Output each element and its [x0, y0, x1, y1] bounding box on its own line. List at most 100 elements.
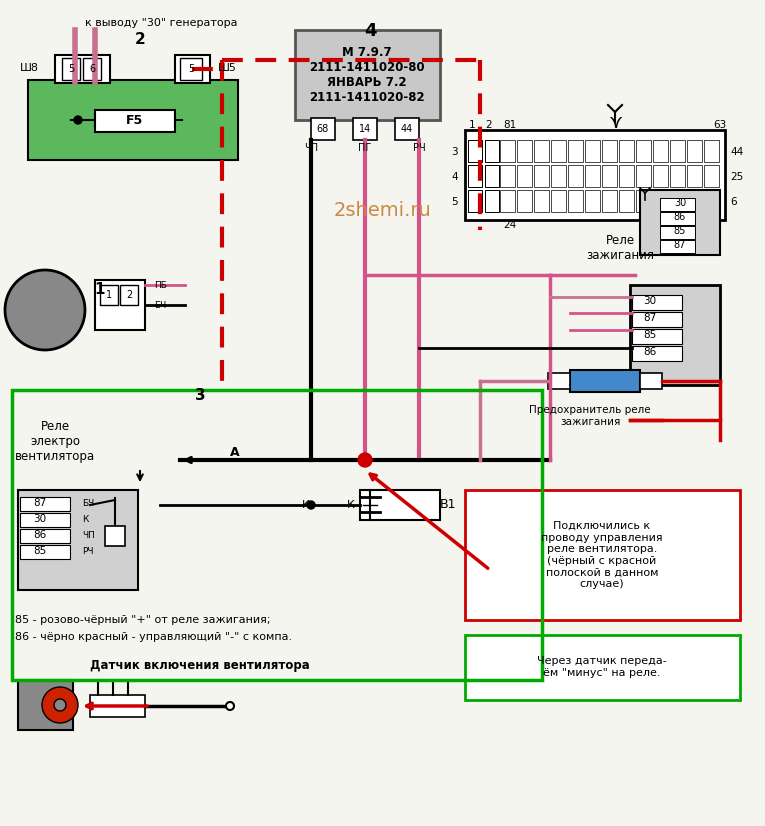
Text: 85: 85	[674, 226, 686, 236]
Text: Реле
зажигания: Реле зажигания	[586, 234, 654, 262]
Text: Ш5: Ш5	[218, 63, 237, 73]
Bar	[311, 118, 335, 140]
Bar	[20, 497, 70, 511]
Text: 68: 68	[317, 124, 329, 134]
Circle shape	[5, 270, 85, 350]
Bar	[636, 140, 651, 162]
Text: 6: 6	[89, 64, 95, 74]
Bar	[619, 190, 634, 212]
Bar	[636, 190, 651, 212]
Bar	[517, 140, 532, 162]
Bar	[619, 140, 634, 162]
Bar	[568, 190, 583, 212]
Bar	[517, 190, 532, 212]
Bar	[551, 140, 566, 162]
Bar	[20, 529, 70, 543]
Bar	[687, 190, 702, 212]
Text: РЧ: РЧ	[82, 547, 93, 556]
Circle shape	[307, 501, 315, 509]
Text: 30: 30	[674, 198, 686, 208]
Text: 87: 87	[674, 240, 686, 250]
Bar	[670, 140, 685, 162]
Text: ПГ: ПГ	[358, 143, 372, 153]
Text: 85: 85	[643, 330, 656, 340]
Bar	[517, 165, 532, 187]
Bar	[534, 165, 549, 187]
Text: 6: 6	[730, 197, 737, 207]
Text: 63: 63	[714, 120, 727, 130]
Bar	[485, 190, 499, 212]
Text: 24: 24	[503, 220, 516, 230]
Text: 2: 2	[126, 290, 132, 300]
Text: 5: 5	[68, 64, 74, 74]
Text: 5: 5	[188, 64, 194, 74]
Bar	[602, 165, 617, 187]
Text: 2: 2	[135, 32, 145, 48]
Bar	[653, 190, 668, 212]
Bar	[465, 130, 725, 220]
Bar	[485, 140, 499, 162]
Bar	[602, 190, 617, 212]
Text: РЧ: РЧ	[412, 143, 425, 153]
Bar	[62, 58, 80, 80]
Bar	[551, 165, 566, 187]
Bar	[95, 110, 175, 132]
Text: ЧП: ЧП	[82, 530, 95, 539]
Text: 86: 86	[34, 530, 47, 540]
Bar	[660, 226, 695, 239]
Text: А: А	[230, 445, 239, 458]
Text: 86 - чёрно красный - управляющий "-" с компа.: 86 - чёрно красный - управляющий "-" с к…	[15, 632, 292, 642]
Text: БЧ: БЧ	[154, 301, 166, 310]
Bar	[653, 165, 668, 187]
Text: к выводу "30" генератора: к выводу "30" генератора	[85, 18, 237, 28]
Bar	[687, 140, 702, 162]
Bar	[568, 165, 583, 187]
Bar	[568, 140, 583, 162]
Bar	[465, 490, 740, 620]
Bar	[670, 165, 685, 187]
Circle shape	[226, 702, 234, 710]
Bar	[585, 140, 600, 162]
Bar	[12, 390, 542, 680]
Bar	[83, 58, 101, 80]
Bar	[28, 80, 238, 160]
Text: 1: 1	[469, 120, 475, 130]
Text: ⋎: ⋎	[608, 112, 622, 131]
Text: 85: 85	[34, 546, 47, 556]
Text: К: К	[302, 500, 310, 510]
Bar	[105, 526, 125, 546]
Text: B1: B1	[440, 499, 457, 511]
Bar	[20, 513, 70, 527]
Text: 3: 3	[451, 147, 458, 157]
Bar	[500, 190, 515, 212]
Bar	[175, 55, 210, 83]
Text: 1: 1	[95, 282, 106, 297]
Text: 4: 4	[363, 22, 376, 40]
Bar	[636, 165, 651, 187]
Text: К: К	[347, 500, 355, 510]
Text: ЧП: ЧП	[304, 143, 318, 153]
Bar	[632, 312, 682, 327]
Text: ПБ: ПБ	[154, 281, 167, 289]
Text: 14: 14	[359, 124, 371, 134]
Bar	[653, 140, 668, 162]
Circle shape	[358, 453, 372, 467]
Bar	[660, 240, 695, 253]
Text: 1: 1	[106, 290, 112, 300]
Text: 25: 25	[730, 172, 744, 182]
Text: 4: 4	[451, 172, 458, 182]
Text: К: К	[82, 515, 89, 524]
Text: Подключились к
проводу управления
реле вентилятора.
(чёрный с красной
полоской в: Подключились к проводу управления реле в…	[541, 521, 662, 589]
Bar	[95, 280, 145, 330]
Text: 2: 2	[486, 120, 493, 130]
Text: 86: 86	[643, 347, 656, 357]
Bar	[585, 165, 600, 187]
Text: 30: 30	[34, 514, 47, 524]
Bar	[55, 55, 110, 83]
Text: М 7.9.7
2111-1411020-80
ЯНВАРЬ 7.2
2111-1411020-82: М 7.9.7 2111-1411020-80 ЯНВАРЬ 7.2 2111-…	[309, 46, 425, 104]
Bar	[180, 58, 202, 80]
Bar	[500, 140, 515, 162]
Bar	[704, 165, 719, 187]
Text: Через датчик переда-
ём "минус" на реле.: Через датчик переда- ём "минус" на реле.	[537, 656, 667, 678]
Bar	[18, 490, 138, 590]
